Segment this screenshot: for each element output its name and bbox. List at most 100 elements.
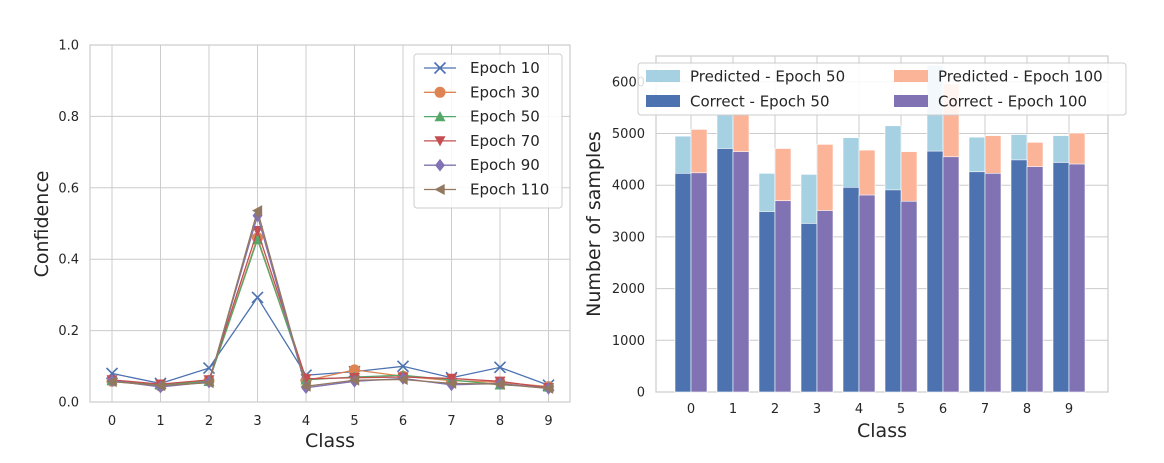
left-y-tick-label: 0.6: [58, 181, 79, 196]
bar-correct-epoch-100: [942, 156, 960, 393]
data-point: [493, 361, 507, 374]
bar-correct-epoch-100: [732, 151, 750, 393]
right-x-tick-label: 9: [1065, 402, 1073, 417]
left-x-tick-label: 9: [544, 414, 552, 429]
data-point: [397, 374, 408, 386]
bar-correct-epoch-50: [926, 150, 944, 393]
right-x-tick-label: 8: [1023, 402, 1031, 417]
legend-swatch: [646, 95, 680, 107]
left-tick-labels: 0 1 2 3 4 5 6 7 8 9 0.0 0.2 0.4 0.6 0.8 1.0: [58, 39, 552, 430]
left-x-tick-label: 0: [108, 414, 116, 429]
bar-correct-epoch-50: [1052, 162, 1070, 393]
right-x-tick-label: 0: [687, 402, 695, 417]
bar-correct-epoch-50: [800, 223, 818, 393]
left-x-tick-label: 4: [302, 414, 310, 429]
series-line: [111, 208, 549, 390]
right-x-tick-label: 5: [897, 402, 905, 417]
series-line: [111, 228, 549, 389]
right-y-tick-label: 0: [637, 386, 645, 401]
bar-correct-epoch-100: [858, 194, 876, 393]
left-legend-entry: Epoch 50: [424, 108, 540, 126]
legend-label: Epoch 110: [470, 181, 549, 199]
data-point: [396, 360, 410, 373]
data-point: [349, 374, 360, 386]
data-point: [252, 205, 263, 217]
legend-label: Predicted - Epoch 50: [690, 68, 845, 86]
right-tick-labels: 0 1000 2000 3000 4000 5000 6000 0 1 2 3 4 5 6 7 8 9: [612, 75, 1073, 417]
series-line: [111, 296, 549, 386]
right-x-tick-label: 2: [771, 402, 779, 417]
legend-swatch: [646, 70, 680, 82]
bar-correct-epoch-100: [900, 200, 918, 393]
data-point: [252, 225, 263, 237]
bar-correct-epoch-50: [1010, 159, 1028, 393]
left-legend-entry: Epoch 110: [424, 181, 549, 199]
left-legend-entry: Epoch 10: [424, 59, 540, 77]
left-y-tick-label: 0.0: [58, 396, 79, 411]
left-legend-entry: Epoch 70: [424, 132, 540, 150]
right-x-tick-label: 1: [729, 402, 737, 417]
data-point: [300, 380, 311, 392]
bar-correct-epoch-100: [1026, 166, 1044, 393]
bar-correct-epoch-100: [1068, 163, 1086, 393]
data-point: [203, 377, 214, 389]
data-point: [543, 382, 554, 394]
right-y-tick-label: 6000: [612, 75, 645, 90]
legend-marker: [434, 136, 446, 147]
right-bars: [674, 65, 1086, 393]
legend-label: Predicted - Epoch 100: [938, 68, 1103, 86]
legend-label: Epoch 90: [470, 156, 540, 174]
data-point: [251, 291, 264, 304]
bar-correct-epoch-50: [968, 171, 986, 393]
legend-label: Epoch 30: [470, 83, 540, 101]
right-x-axis-label: Class: [857, 420, 907, 442]
data-point: [349, 364, 360, 376]
right-legend-entry: Predicted - Epoch 50: [646, 68, 845, 86]
bar-correct-epoch-50: [716, 148, 734, 393]
right-x-tick-label: 4: [855, 402, 863, 417]
bar-correct-epoch-50: [842, 186, 860, 393]
legend-marker: [434, 184, 445, 195]
right-y-axis-label: Number of samples: [583, 131, 605, 317]
data-point: [155, 380, 166, 392]
left-legend-entry: Epoch 30: [424, 83, 540, 101]
right-y-tick-label: 3000: [612, 230, 645, 245]
bar-correct-epoch-50: [884, 189, 902, 393]
left-x-axis-label: Class: [305, 430, 355, 452]
right-y-tick-label: 4000: [612, 179, 645, 194]
left-x-tick-label: 5: [350, 414, 358, 429]
data-point: [494, 378, 505, 390]
bar-correct-epoch-100: [816, 210, 834, 393]
legend-label: Epoch 70: [470, 132, 540, 150]
bar-correct-epoch-100: [774, 200, 792, 393]
legend-label: Epoch 10: [470, 59, 540, 77]
right-legend-entry: Predicted - Epoch 100: [894, 68, 1103, 86]
right-legend-entry: Correct - Epoch 50: [646, 93, 829, 111]
left-x-tick-label: 8: [496, 414, 504, 429]
legend-swatch: [894, 95, 928, 107]
bar-correct-epoch-50: [758, 211, 776, 393]
left-y-tick-label: 0.4: [58, 253, 79, 268]
left-x-tick-label: 1: [156, 414, 164, 429]
left-legend-entry: Epoch 90: [424, 156, 540, 174]
legend-swatch: [894, 70, 928, 82]
left-y-tick-label: 0.8: [58, 110, 79, 125]
legend-marker: [434, 86, 446, 98]
legend-marker: [435, 158, 445, 172]
left-y-tick-label: 1.0: [58, 39, 79, 54]
confidence-line-chart: 0 1 2 3 4 5 6 7 8 9 0.0 0.2 0.4 0.6 0.8 1.0 Class Confi…: [31, 39, 571, 452]
right-x-tick-label: 3: [813, 402, 821, 417]
right-y-tick-label: 5000: [612, 127, 645, 142]
left-x-tick-label: 6: [399, 414, 407, 429]
right-x-tick-label: 6: [939, 402, 947, 417]
data-point: [446, 377, 457, 389]
right-legend-entry: Correct - Epoch 100: [894, 93, 1087, 111]
legend-label: Epoch 50: [470, 108, 540, 126]
left-series-lines: [105, 205, 555, 395]
right-y-tick-label: 1000: [612, 334, 645, 349]
legend-marker: [433, 61, 447, 75]
bar-correct-epoch-100: [690, 172, 708, 393]
bar-correct-epoch-100: [984, 173, 1002, 393]
data-point: [252, 234, 263, 245]
bar-correct-epoch-50: [674, 173, 692, 393]
